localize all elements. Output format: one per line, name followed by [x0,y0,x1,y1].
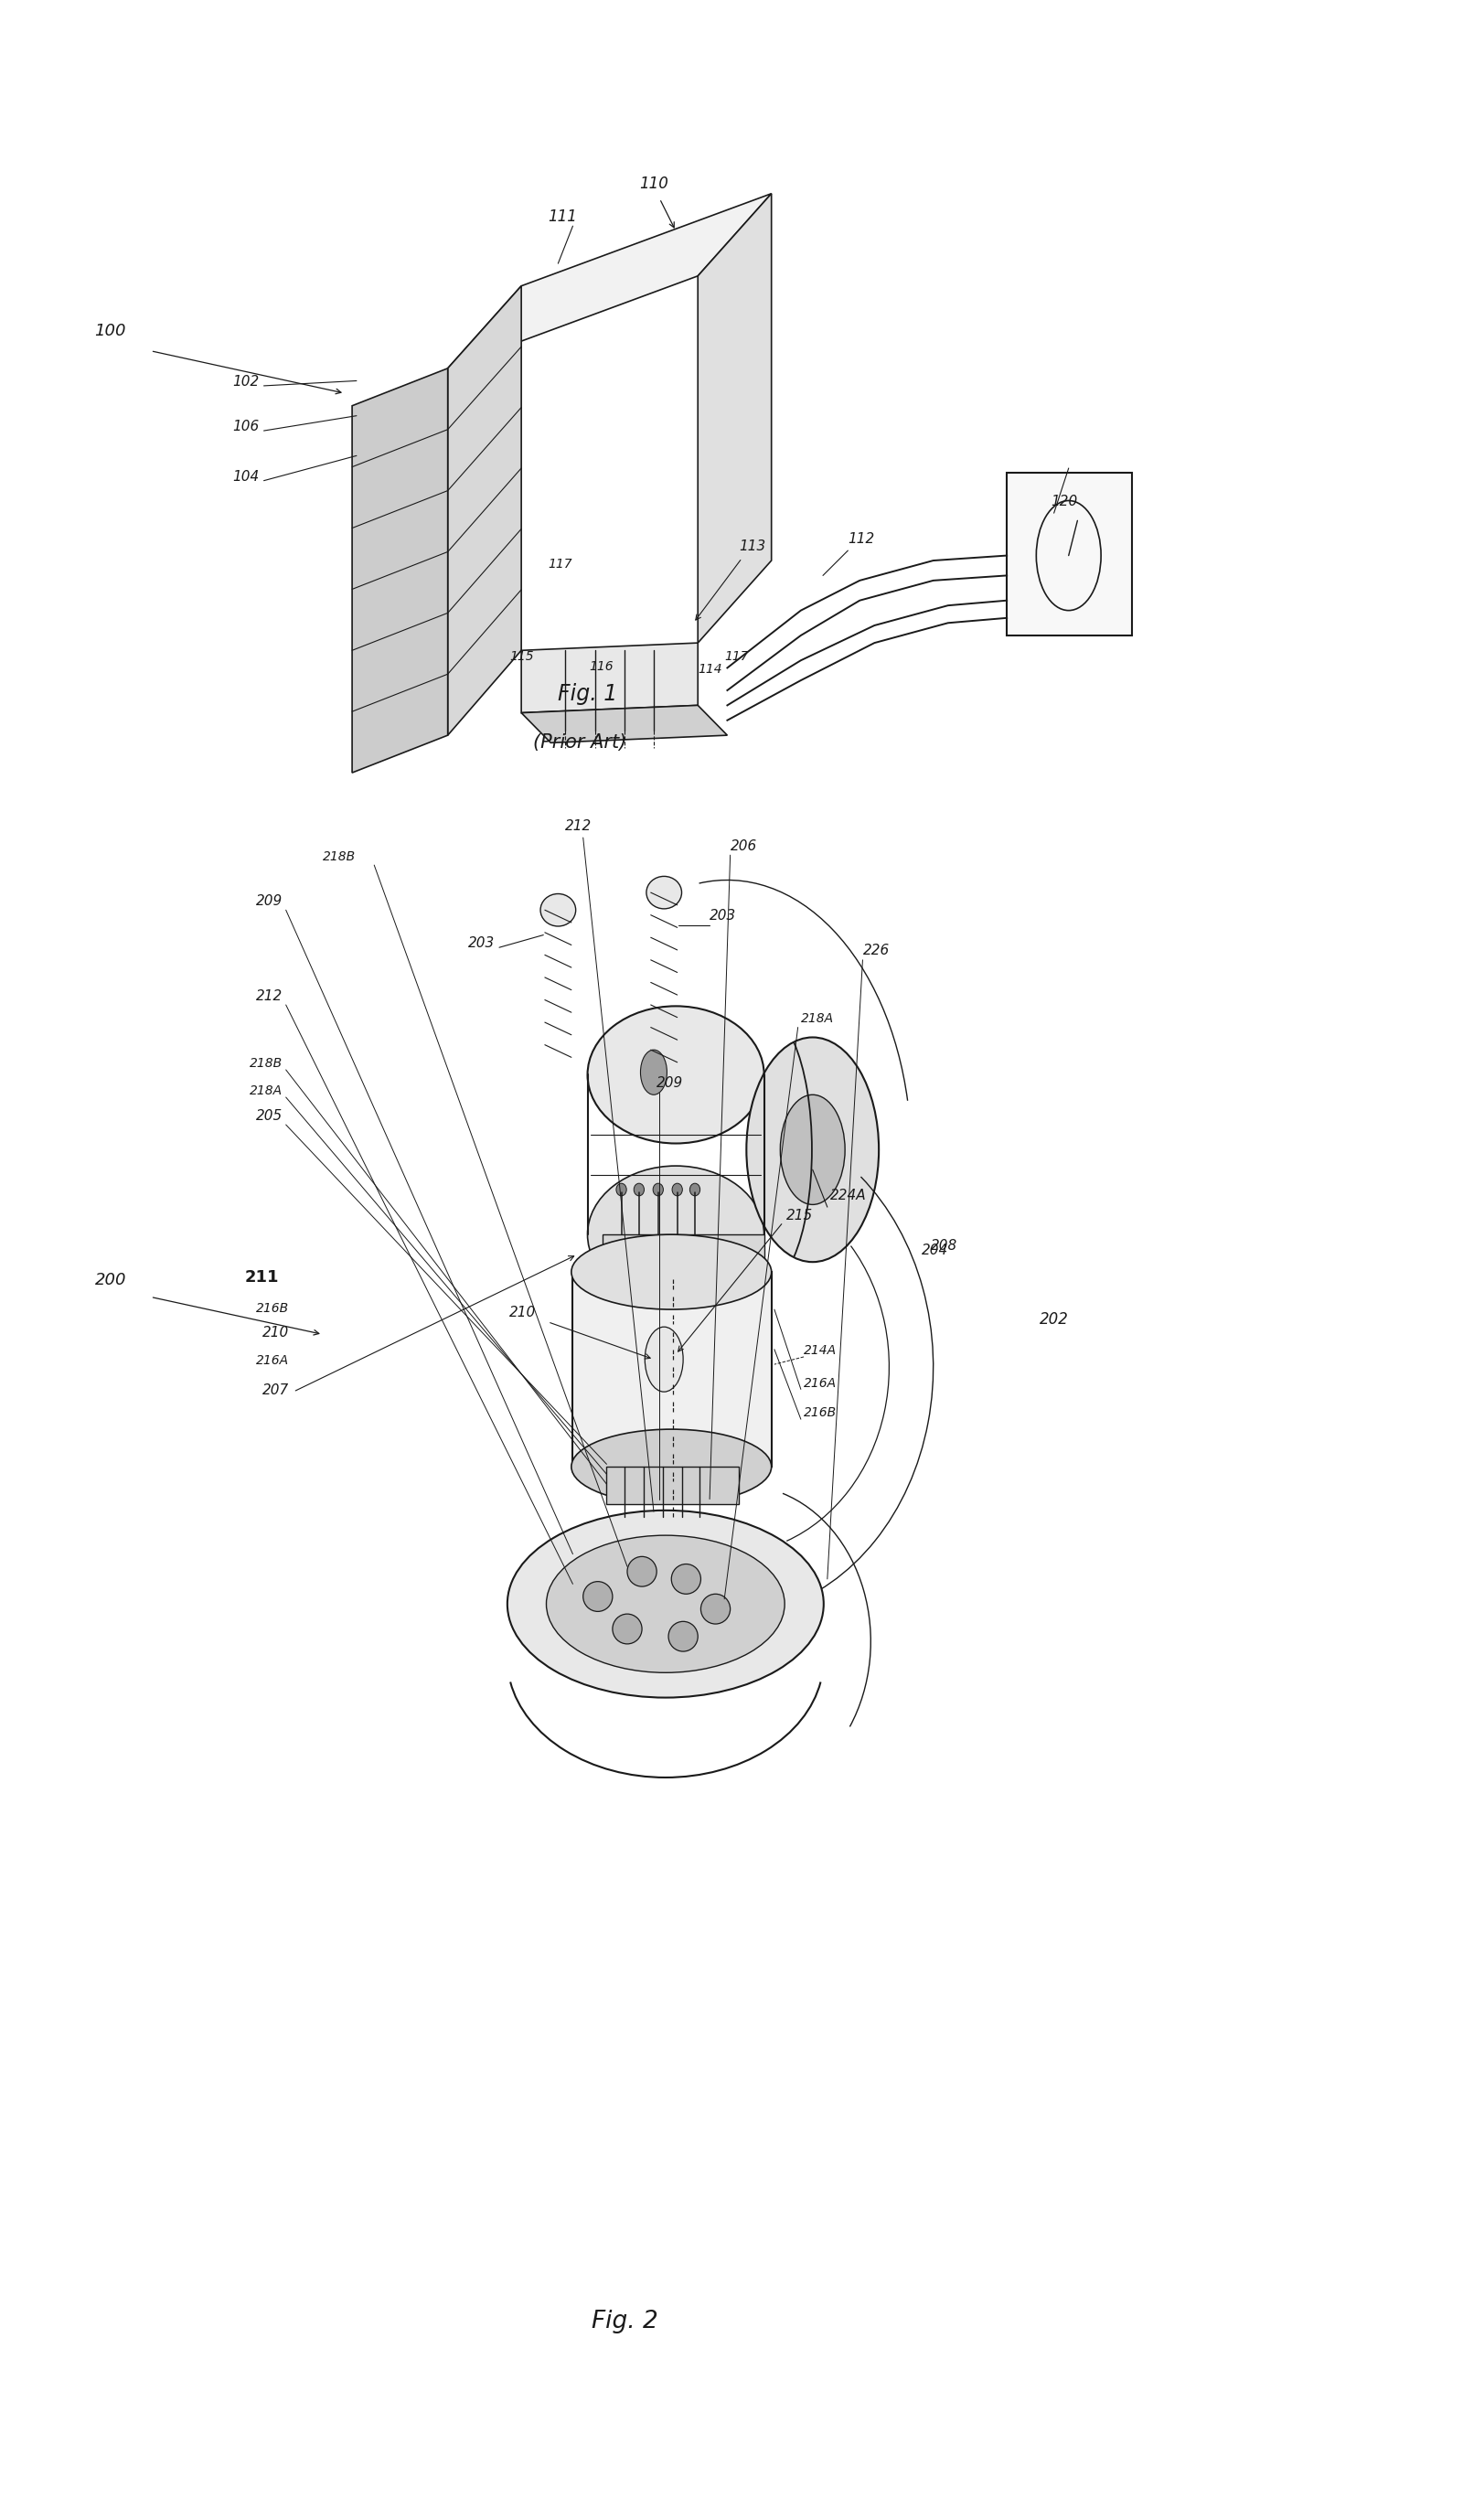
Text: 218A: 218A [801,1011,834,1026]
Text: 212: 212 [257,989,283,1004]
Polygon shape [352,369,448,773]
Circle shape [781,1094,844,1204]
Text: 111: 111 [548,208,577,226]
Ellipse shape [571,1430,772,1503]
Ellipse shape [616,1184,626,1197]
Ellipse shape [583,1581,613,1611]
Circle shape [641,1049,666,1094]
Text: 210: 210 [263,1325,289,1340]
Text: 207: 207 [263,1382,289,1398]
Polygon shape [603,1234,764,1272]
Circle shape [746,1036,879,1262]
Text: 209: 209 [656,1076,684,1089]
Ellipse shape [634,1184,644,1197]
Text: 113: 113 [739,539,766,554]
Polygon shape [697,193,772,642]
Text: (Prior Art): (Prior Art) [533,733,626,750]
Text: 216B: 216B [804,1408,837,1420]
Ellipse shape [588,1006,764,1144]
Ellipse shape [619,1515,629,1528]
Ellipse shape [613,1613,643,1643]
Text: 104: 104 [233,469,260,484]
Text: 200: 200 [95,1272,126,1287]
Text: Fig. 2: Fig. 2 [592,2311,659,2333]
Ellipse shape [546,1536,785,1674]
Ellipse shape [571,1234,772,1310]
Ellipse shape [668,1621,697,1651]
Text: 209: 209 [257,893,283,908]
Text: 206: 206 [730,838,757,853]
Ellipse shape [588,1167,764,1302]
Ellipse shape [700,1593,730,1623]
Text: 205: 205 [257,1109,283,1122]
Polygon shape [521,705,727,743]
Ellipse shape [690,1184,700,1197]
Text: 116: 116 [589,660,613,672]
Ellipse shape [647,876,681,908]
FancyBboxPatch shape [1006,474,1132,635]
Ellipse shape [653,1184,663,1197]
Text: 218B: 218B [249,1056,283,1069]
Text: 218B: 218B [322,851,356,863]
Text: 211: 211 [245,1270,279,1285]
Ellipse shape [638,1515,649,1528]
Text: Fig. 1: Fig. 1 [558,682,617,705]
Text: 202: 202 [1039,1312,1068,1327]
Polygon shape [521,642,697,713]
Text: 115: 115 [509,650,534,662]
Text: 117: 117 [548,557,573,570]
Text: 224A: 224A [830,1189,867,1202]
Text: 214A: 214A [804,1345,837,1357]
Text: 218A: 218A [249,1084,283,1096]
Ellipse shape [672,1184,683,1197]
Text: 216A: 216A [804,1377,837,1390]
Ellipse shape [540,893,576,926]
Polygon shape [448,286,521,735]
Circle shape [646,1327,683,1392]
Text: 106: 106 [233,419,260,434]
Ellipse shape [671,1563,700,1593]
Text: 210: 210 [509,1307,536,1320]
Text: 203: 203 [467,936,494,951]
Ellipse shape [628,1556,656,1586]
Text: 117: 117 [724,650,749,662]
Text: 102: 102 [233,374,260,389]
Text: 110: 110 [640,176,668,193]
Text: 216A: 216A [255,1355,289,1367]
Text: 204: 204 [922,1244,948,1257]
Text: 120: 120 [1051,494,1077,509]
Text: 216B: 216B [255,1302,289,1315]
Text: 114: 114 [697,662,723,675]
Text: 215: 215 [787,1209,813,1222]
Text: 100: 100 [95,324,126,339]
Ellipse shape [677,1515,687,1528]
Text: 212: 212 [565,818,592,833]
Text: 112: 112 [847,532,874,547]
Ellipse shape [508,1510,824,1699]
Ellipse shape [695,1515,705,1528]
Ellipse shape [657,1515,668,1528]
Text: 208: 208 [930,1239,957,1252]
Text: 203: 203 [709,908,736,923]
Text: 226: 226 [862,943,889,958]
Polygon shape [607,1468,739,1503]
Polygon shape [573,1272,772,1468]
Polygon shape [448,193,772,369]
